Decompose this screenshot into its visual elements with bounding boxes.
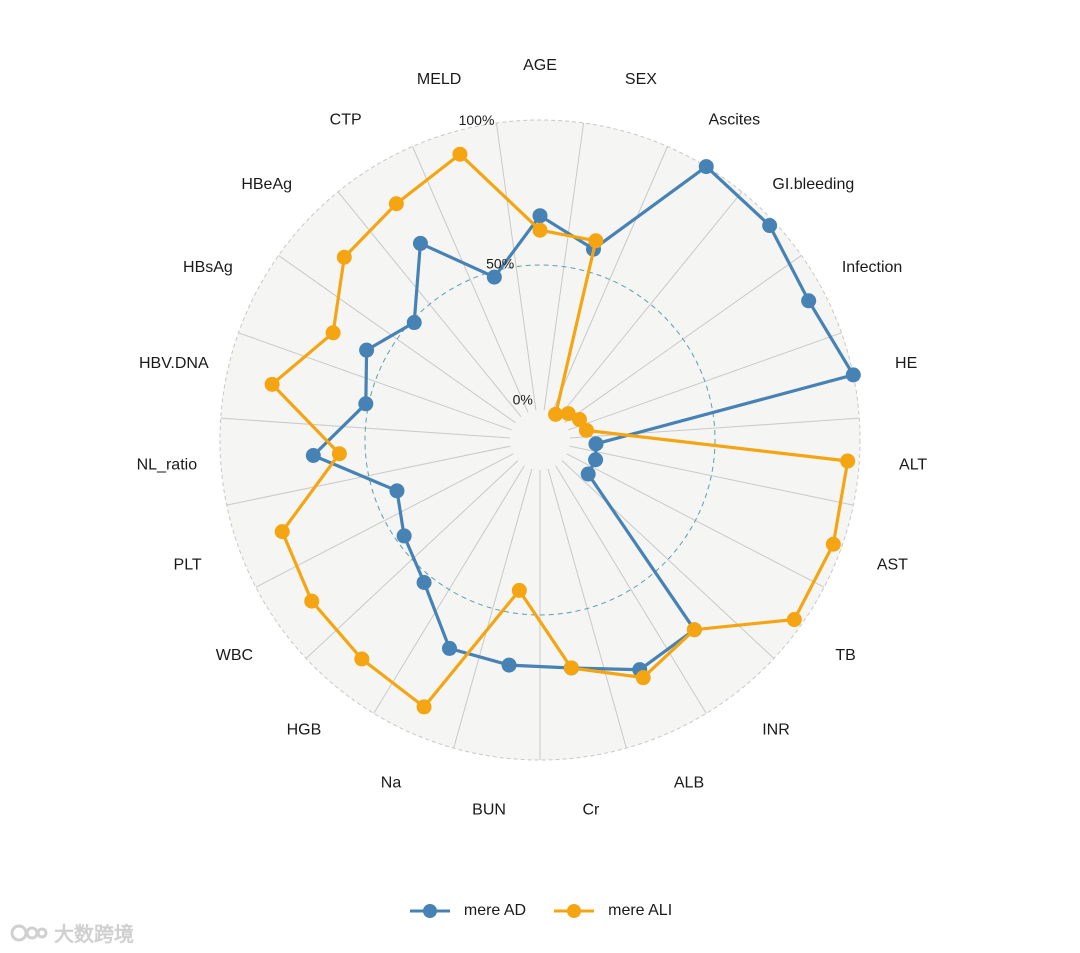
point-mere-ad-plt[interactable] — [389, 483, 405, 499]
logo-icon — [10, 924, 48, 941]
axis-label-infection: Infection — [842, 259, 902, 276]
point-mere-ali-ascites[interactable] — [548, 406, 564, 422]
point-mere-ad-hbsag[interactable] — [359, 342, 375, 358]
point-mere-ali-inr[interactable] — [686, 622, 702, 638]
axis-label-na: Na — [381, 774, 402, 791]
legend-label-mere-ali: mere ALI — [608, 902, 673, 919]
grid-spoke — [558, 191, 743, 418]
axis-label-hbsag: HBsAg — [183, 259, 233, 276]
point-mere-ali-infection[interactable] — [572, 412, 588, 428]
axis-label-wbc: WBC — [216, 647, 253, 664]
series-mere-ali — [264, 146, 856, 715]
watermark: 大数跨境 — [10, 918, 134, 947]
point-mere-ali-cr[interactable] — [563, 660, 579, 676]
legend-label-mere-ad: mere AD — [463, 902, 527, 919]
grid-spoke — [569, 445, 854, 506]
point-mere-ali-meld[interactable] — [452, 146, 468, 162]
legend-item-mere-ali[interactable]: mere ALI — [552, 901, 672, 921]
point-mere-ad-bun[interactable] — [501, 657, 517, 673]
grid-spoke — [255, 453, 514, 588]
legend-key-mere-ad — [409, 904, 450, 918]
axis-label-bun: BUN — [472, 802, 506, 819]
point-mere-ad-ast[interactable] — [588, 452, 604, 468]
point-mere-ali-gi-bleeding[interactable] — [560, 406, 576, 422]
radial-tick-0: 0% — [513, 391, 533, 407]
point-mere-ad-tb[interactable] — [580, 466, 596, 482]
point-mere-ad-gi-bleeding[interactable] — [762, 218, 778, 234]
axis-label-he: HE — [895, 355, 917, 372]
axis-label-cr: Cr — [582, 802, 600, 819]
axis-label-plt: PLT — [174, 556, 202, 573]
grid-spoke — [551, 146, 668, 413]
point-mere-ali-alt[interactable] — [840, 453, 856, 469]
axis-label-nl-ratio: NL_ratio — [137, 457, 198, 474]
axis-label-ctp: CTP — [330, 112, 362, 129]
legend: mere AD mere ALI — [0, 896, 1080, 926]
point-mere-ad-nl-ratio[interactable] — [305, 448, 321, 464]
series-layer — [264, 146, 861, 715]
point-mere-ali-wbc[interactable] — [304, 593, 320, 609]
mid-ring — [364, 264, 716, 616]
point-mere-ali-bun[interactable] — [511, 582, 527, 598]
radial-tick-1: 50% — [486, 256, 514, 272]
point-mere-ad-age[interactable] — [532, 208, 548, 224]
point-mere-ali-ast[interactable] — [825, 536, 841, 552]
point-mere-ali-na[interactable] — [416, 699, 432, 715]
legend-key-mere-ali — [554, 904, 595, 918]
point-mere-ali-alb[interactable] — [635, 670, 651, 686]
point-mere-ad-hbeag[interactable] — [406, 315, 422, 331]
grid-spoke — [453, 468, 533, 749]
axis-label-sex: SEX — [625, 71, 657, 88]
point-mere-ali-ctp[interactable] — [388, 196, 404, 212]
point-mere-ad-alt[interactable] — [588, 436, 604, 452]
grid-spoke — [555, 465, 707, 714]
radial-tick-2: 100% — [459, 112, 495, 128]
point-mere-ad-he[interactable] — [845, 367, 861, 383]
grid-spoke — [238, 332, 512, 431]
axis-label-ascites: Ascites — [709, 112, 761, 129]
point-mere-ali-age[interactable] — [532, 222, 548, 238]
axis-label-hgb: HGB — [287, 721, 322, 738]
series-line-mere-ad — [311, 165, 855, 672]
axis-label-gi-bleeding: GI.bleeding — [772, 176, 854, 193]
point-mere-ali-plt[interactable] — [274, 524, 290, 540]
point-mere-ali-tb[interactable] — [786, 612, 802, 628]
point-mere-ali-he[interactable] — [578, 422, 594, 438]
axis-label-alt: ALT — [899, 457, 927, 474]
radial-tick-labels: 0% 50% 100% — [459, 112, 533, 407]
point-mere-ali-hgb[interactable] — [354, 651, 370, 667]
point-mere-ali-sex[interactable] — [588, 233, 604, 249]
axis-label-meld: MELD — [417, 71, 461, 88]
point-mere-ad-hbv-dna[interactable] — [358, 396, 374, 412]
watermark-text: 大数跨境 — [54, 922, 134, 946]
center-hole — [510, 410, 570, 470]
point-mere-ali-nl-ratio[interactable] — [331, 446, 347, 462]
grid-spoke — [412, 146, 529, 413]
axis-label-tb: TB — [835, 647, 855, 664]
radar-chart: AGE SEX Ascites GI.bleeding Infection HE ALT AS… — [137, 57, 928, 819]
axis-label-inr: INR — [762, 721, 790, 738]
point-mere-ali-hbv-dna[interactable] — [264, 376, 280, 392]
radar-grid — [219, 119, 861, 761]
axis-label-ast: AST — [877, 556, 908, 573]
point-mere-ad-meld[interactable] — [486, 269, 502, 285]
point-mere-ad-ascites[interactable] — [698, 159, 714, 175]
point-mere-ad-infection[interactable] — [801, 293, 817, 309]
point-mere-ad-ctp[interactable] — [412, 235, 428, 251]
point-mere-ad-hgb[interactable] — [416, 574, 432, 590]
point-mere-ali-hbeag[interactable] — [336, 249, 352, 265]
axis-label-age: AGE — [523, 57, 557, 74]
axis-label-hbeag: HBeAg — [241, 176, 292, 193]
grid-spoke — [495, 122, 537, 411]
axis-labels: AGE SEX Ascites GI.bleeding Infection HE ALT AS… — [137, 57, 928, 819]
axis-label-hbv-dna: HBV.DNA — [139, 355, 209, 372]
point-mere-ali-hbsag[interactable] — [325, 325, 341, 341]
point-mere-ad-wbc[interactable] — [396, 528, 412, 544]
point-mere-ad-na[interactable] — [441, 640, 457, 656]
legend-item-mere-ad[interactable]: mere AD — [408, 901, 526, 921]
axis-label-alb: ALB — [674, 774, 704, 791]
